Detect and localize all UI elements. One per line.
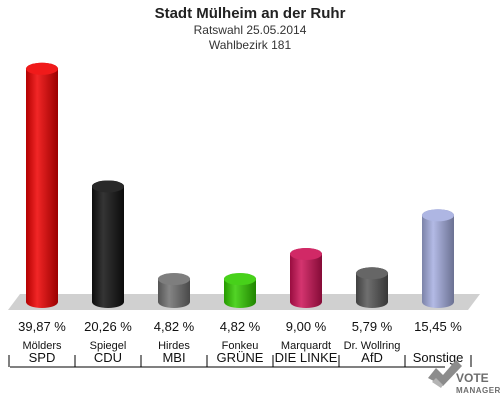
category-label: SPD: [29, 350, 56, 365]
bar-body: [422, 209, 454, 308]
bar-grüne: [224, 273, 256, 308]
bar-top-cap: [224, 273, 256, 286]
logo-text-manager: MANAGER: [456, 386, 500, 395]
bar-cdu: [92, 180, 124, 308]
candidate-label: Dr. Wollring: [344, 340, 401, 352]
bar-body: [92, 180, 124, 308]
bar-mbi: [158, 273, 190, 308]
candidate-label: Marquardt: [281, 340, 331, 352]
bars-group: [26, 62, 454, 308]
value-label: 4,82 %: [220, 319, 261, 334]
value-label: 39,87 %: [18, 319, 66, 334]
bar-top-cap: [158, 273, 190, 286]
category-label: MBI: [162, 350, 185, 365]
check-mark-icon: [428, 360, 462, 388]
bar-top-cap: [26, 62, 58, 75]
bar-top-cap: [92, 180, 124, 193]
category-label: AfD: [361, 350, 383, 365]
bar-body: [290, 248, 322, 308]
bar-sonstige: [422, 209, 454, 308]
value-label: 9,00 %: [286, 319, 327, 334]
bar-top-cap: [290, 248, 322, 260]
candidate-label: Mölders: [22, 340, 62, 352]
chart-subtitle-date: Ratswahl 25.05.2014: [194, 23, 307, 37]
bar-afd: [356, 267, 388, 308]
bar-top-cap: [356, 267, 388, 280]
bar-spd: [26, 62, 58, 308]
vote-manager-logo: VOTE MANAGER: [428, 360, 500, 395]
candidate-label: Hirdes: [158, 340, 190, 352]
category-label: DIE LINKE: [275, 350, 338, 365]
value-label: 4,82 %: [154, 319, 195, 334]
value-label: 15,45 %: [414, 319, 462, 334]
category-label: GRÜNE: [217, 350, 264, 365]
value-label: 5,79 %: [352, 319, 393, 334]
logo-text-vote: VOTE: [456, 371, 489, 385]
candidate-label: Spiegel: [90, 340, 127, 352]
bar-top-cap: [422, 209, 454, 222]
category-label: CDU: [94, 350, 122, 365]
value-label: 20,26 %: [84, 319, 132, 334]
chart-title: Stadt Mülheim an der Ruhr: [155, 5, 346, 22]
bar-die-linke: [290, 248, 322, 308]
category-label: Sonstige: [413, 350, 464, 365]
bar-body: [26, 62, 58, 308]
chart-subtitle-district: Wahlbezirk 181: [209, 38, 292, 52]
candidate-label: Fonkeu: [222, 340, 259, 352]
